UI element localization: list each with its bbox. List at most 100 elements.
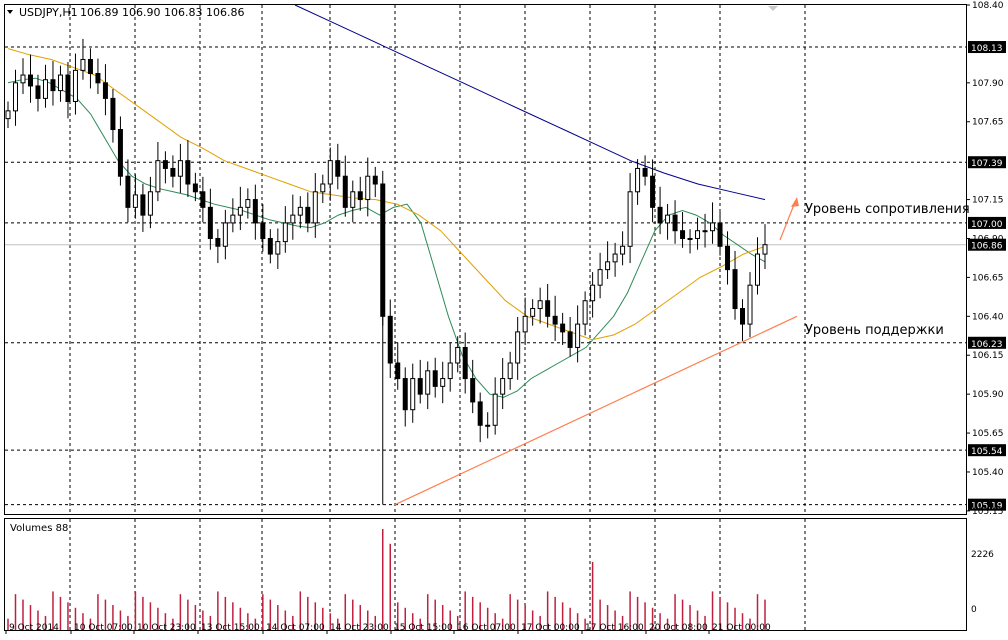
candle-body <box>545 300 551 317</box>
x-tick-label: 17 Oct 16:00 <box>585 623 644 633</box>
candle-body <box>12 82 18 112</box>
candle-body <box>650 175 656 208</box>
volumes-label: Volumes 88 <box>10 523 68 534</box>
price-level-label: 105.19 <box>971 502 1003 512</box>
candle-body <box>320 183 326 193</box>
candle-body <box>342 175 348 208</box>
candle-body <box>207 206 213 239</box>
candle-body <box>755 253 761 286</box>
candle-body <box>200 191 206 208</box>
x-tick-label: 14 Oct 07:00 <box>266 623 325 633</box>
candle-body <box>95 72 101 84</box>
candle-body <box>230 214 236 224</box>
ma-line-fast <box>7 77 766 398</box>
ma-line-mid <box>7 48 766 341</box>
volume-axis-label: 0 <box>971 605 977 615</box>
price-level-badge <box>968 336 1006 349</box>
candle-body <box>252 199 258 224</box>
candle-body <box>575 323 581 348</box>
candle-body <box>132 194 138 208</box>
candle-body <box>102 82 108 99</box>
y-tick-label: 105.15 <box>972 507 1004 517</box>
price-level-label: 106.23 <box>971 340 1003 350</box>
candle-body <box>350 191 356 208</box>
candle-body <box>297 206 303 216</box>
x-tick-label: 14 Oct 23:00 <box>330 623 389 633</box>
candle-body <box>215 237 221 247</box>
candle-body <box>470 378 476 403</box>
triangle-down-icon[interactable] <box>7 10 13 14</box>
candle-body <box>620 245 626 255</box>
candle-body <box>155 160 161 193</box>
candle-body <box>117 129 123 177</box>
price-level-badge <box>968 41 1006 54</box>
candle-body <box>432 370 438 387</box>
candle-body <box>170 167 176 177</box>
candle-body <box>567 331 573 348</box>
candle-body <box>455 346 461 364</box>
price-level-badge <box>968 238 1006 251</box>
candle-body <box>740 308 746 325</box>
x-tick-label: 16 Oct 07:00 <box>457 623 516 633</box>
candle-body <box>500 378 506 395</box>
candle-body <box>50 79 56 92</box>
candle-body <box>642 167 648 177</box>
candle-body <box>185 160 191 185</box>
candle-body <box>395 362 401 380</box>
candle-body <box>657 206 663 224</box>
candle-body <box>162 160 168 169</box>
x-tick-label: 15 Oct 15:00 <box>394 623 453 633</box>
candle-body <box>762 244 768 255</box>
grid <box>5 5 966 630</box>
candle-body <box>627 191 633 247</box>
price-level-label: 107.00 <box>971 220 1003 230</box>
candle-body <box>192 183 198 193</box>
y-tick-label: 106.15 <box>972 351 1004 361</box>
candle-body <box>387 315 393 364</box>
support-label: Уровень поддержки <box>805 323 944 338</box>
candle-body <box>447 362 453 380</box>
y-axis: 108.40 108.13 107.90 107.65 107.39 107.15 107.… <box>967 1 1006 615</box>
candle-body <box>710 222 716 232</box>
price-level-label: 105.54 <box>971 447 1003 457</box>
candle-body <box>687 237 693 240</box>
candle-body <box>372 175 378 185</box>
y-tick-label: 105.65 <box>972 429 1004 439</box>
y-tick-label: 106.65 <box>972 273 1004 283</box>
candle-body <box>717 222 723 247</box>
candle-body <box>42 79 48 99</box>
candle-body <box>80 58 86 71</box>
scroll-marker-icon[interactable] <box>768 6 778 11</box>
candle-body <box>492 393 498 426</box>
candle-body <box>27 74 33 87</box>
candle-body <box>72 69 78 103</box>
ohlc-label: 106.89 106.90 106.83 106.86 <box>80 6 244 19</box>
price-level-label: 108.13 <box>971 44 1003 54</box>
symbol-label: USDJPY,H1 <box>19 6 78 19</box>
x-tick-label: 21 Oct 00:00 <box>712 623 771 633</box>
x-tick-label: 17 Oct 00:00 <box>521 623 580 633</box>
candle-body <box>237 206 243 216</box>
x-tick-label: 13 Oct 15:00 <box>201 623 260 633</box>
price-level-label: 107.39 <box>971 159 1003 169</box>
price-level-badge <box>968 156 1006 169</box>
candle-body <box>695 230 701 239</box>
candle-body <box>57 74 63 92</box>
y-tick-label: 107.15 <box>972 196 1004 206</box>
candle-body <box>605 261 611 271</box>
candle-body <box>147 191 153 216</box>
y-tick-label: 105.40 <box>972 468 1004 478</box>
candle-body <box>87 58 93 74</box>
candle-body <box>35 85 41 99</box>
x-tick-label: 20 Oct 08:00 <box>649 623 708 633</box>
price-level-badge <box>968 444 1006 457</box>
candle-body <box>702 230 708 233</box>
candle-body <box>110 97 116 131</box>
resistance-label: Уровень сопротивления <box>805 202 970 217</box>
candle-body <box>462 346 468 380</box>
price-level-label: 106.86 <box>971 242 1003 252</box>
candle-body <box>680 230 686 239</box>
candle-body <box>65 74 71 103</box>
